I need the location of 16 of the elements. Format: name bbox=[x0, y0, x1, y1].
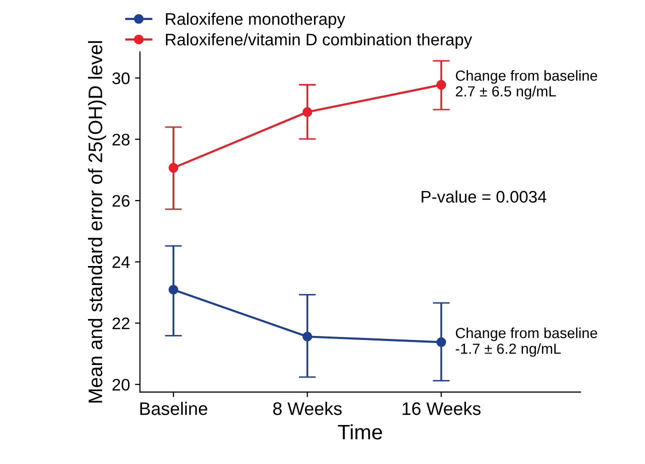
x-tick-label: Baseline bbox=[140, 402, 208, 416]
y-tick-label: 26 bbox=[112, 194, 130, 207]
x-tick-label: 8 Weeks bbox=[273, 402, 342, 416]
legend-label: Raloxifene monotherapy bbox=[166, 12, 346, 28]
y-tick-label: 28 bbox=[112, 134, 130, 146]
y-tick-label: 20 bbox=[112, 378, 130, 391]
y-tick-label: 30 bbox=[112, 72, 130, 84]
y-tick-label: 24 bbox=[112, 256, 130, 268]
y-tick-label: 22 bbox=[112, 318, 130, 330]
y-axis-title: Mean and standard error of 25(OH)D level bbox=[88, 41, 106, 403]
x-tick-label: 16 Weeks bbox=[402, 402, 481, 416]
legend-label: Raloxifene/vitamin D combination therapy bbox=[166, 33, 472, 49]
annotation: P-value = 0.0034 bbox=[422, 190, 546, 203]
annotation: Change from baseline 2.7 ± 6.5 ng/mL bbox=[456, 70, 598, 100]
annotation: Change from baseline -1.7 ± 6.2 ng/mL bbox=[456, 327, 598, 357]
x-axis-title: Time bbox=[338, 424, 382, 440]
